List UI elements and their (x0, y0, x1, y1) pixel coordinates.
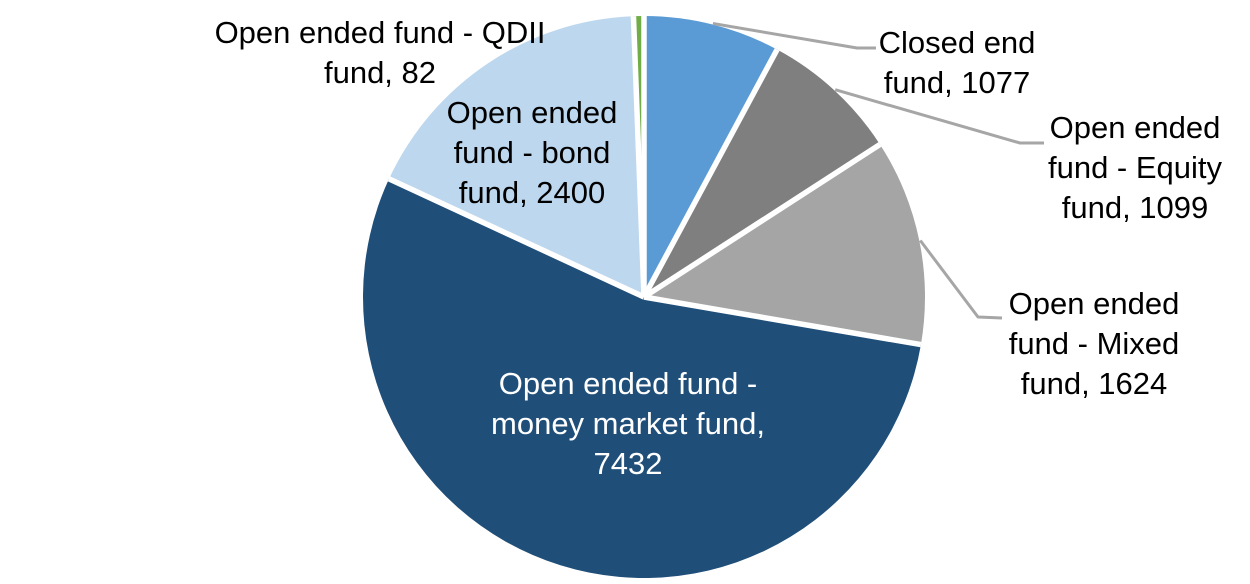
label-open-ended-fund-equity: Open ended fund - Equity fund, 1099 (1047, 110, 1223, 225)
pie-slice-4 (389, 16, 644, 297)
pie-slice-0 (644, 16, 778, 297)
slice-separator (630, 16, 647, 298)
pie-slice-3 (363, 178, 921, 579)
label-closed-end-fund: Closed end fund, 1077 (878, 25, 1036, 100)
pie-slice-1 (644, 49, 880, 297)
slice-separator (642, 142, 882, 300)
pie-slice-2 (644, 144, 926, 345)
leader-line (712, 22, 876, 50)
label-open-ended-fund-qdii: Open ended fund - QDII fund, 82 (214, 15, 546, 90)
label-open-ended-fund-bond: Open ended fund - bond fund, 2400 (446, 95, 618, 210)
slice-separator (643, 294, 922, 348)
label-open-ended-fund-money-market: Open ended fund - money market fund, 743… (491, 366, 765, 481)
slice-separator (387, 176, 646, 300)
slice-separator (641, 48, 780, 299)
leader-line (834, 88, 1044, 145)
leader-line (919, 239, 1003, 320)
label-open-ended-fund-mixed: Open ended fund - Mixed fund, 1624 (1008, 286, 1180, 401)
